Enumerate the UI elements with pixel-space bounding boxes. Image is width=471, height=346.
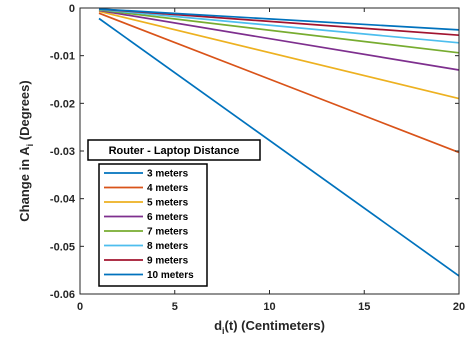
- legend-label-4: 6 meters: [147, 212, 189, 223]
- legend-title-box: [87, 139, 261, 161]
- series-line-1: [98, 17, 460, 277]
- legend: Router - Laptop Distance 3 meters 4 meter…: [87, 139, 261, 287]
- y-axis-label: Change in Ai (Degrees): [17, 80, 35, 221]
- x-tick-label: 15: [358, 301, 370, 313]
- y-tick-label: -0.02: [50, 98, 75, 110]
- ticks: 0 5 10 15 20 0 -0.01 -0.02 -0.03 -0.04 -0.05 -0.06: [50, 3, 465, 313]
- series-line-4: [98, 9, 460, 71]
- series-line-2: [98, 12, 460, 154]
- x-tick-label: 20: [453, 301, 465, 313]
- legend-items: 3 meters 4 meters 5 meters 6 meters 7 meters…: [104, 169, 194, 281]
- legend-label-5: 7 meters: [147, 227, 189, 238]
- y-tick-label: 0: [69, 3, 75, 15]
- legend-box: [98, 163, 208, 287]
- series-line-3: [98, 10, 460, 100]
- x-tick-label: 0: [77, 301, 83, 313]
- series-line-8: [98, 8, 460, 31]
- legend-label-1: 3 meters: [147, 169, 189, 180]
- series-line-6: [98, 8, 460, 44]
- y-tick-label: -0.04: [50, 194, 76, 206]
- legend-label-8: 10 meters: [147, 270, 194, 281]
- legend-label-6: 8 meters: [147, 241, 189, 252]
- x-axis-label: di(t) (Centimeters): [214, 318, 325, 336]
- y-tick-label: -0.01: [50, 51, 75, 63]
- series-line-5: [98, 9, 460, 54]
- legend-label-2: 4 meters: [147, 183, 189, 194]
- x-tick-label: 5: [172, 301, 178, 313]
- y-tick-label: -0.05: [50, 241, 75, 253]
- legend-label-7: 9 meters: [147, 256, 189, 267]
- series-line-7: [98, 8, 460, 37]
- legend-title: Router - Laptop Distance: [109, 145, 240, 157]
- plot-lines: [98, 8, 460, 277]
- y-tick-label: -0.06: [50, 289, 75, 301]
- y-tick-label: -0.03: [50, 146, 75, 158]
- legend-label-3: 5 meters: [147, 198, 189, 209]
- x-tick-label: 10: [263, 301, 275, 313]
